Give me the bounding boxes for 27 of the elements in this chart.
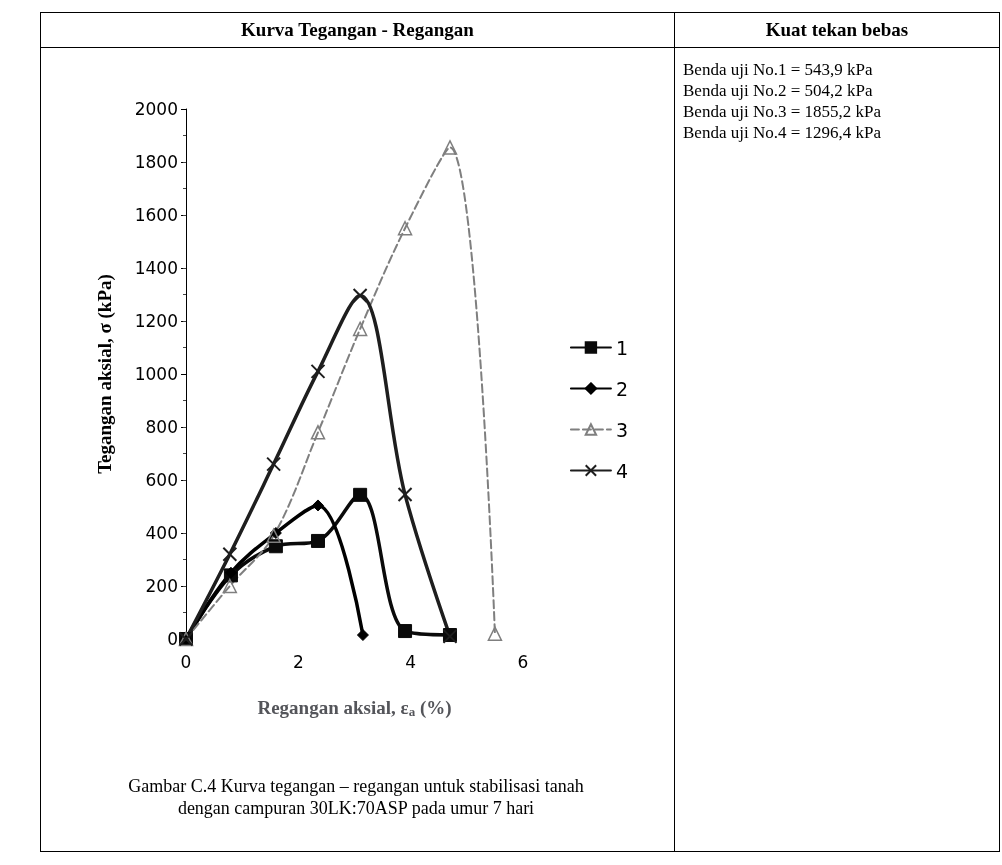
- text: Benda uji No.4 = 1296,4 kPa: [683, 122, 881, 143]
- x-tick-label: 6: [517, 651, 529, 672]
- y-tick-label: 0: [167, 629, 178, 649]
- legend-label: 1: [615, 336, 629, 359]
- text: Kuat tekan bebas: [675, 13, 999, 48]
- y-tick-label: 800: [145, 417, 178, 437]
- legend-label: 2: [615, 377, 629, 400]
- x-tick-label: 2: [292, 651, 304, 672]
- text: Benda uji No.2 = 504,2 kPa: [683, 80, 874, 101]
- text: Benda uji No.1 = 543,9 kPa: [683, 59, 874, 80]
- legend-label: 3: [615, 418, 629, 441]
- y-tick-label: 1200: [134, 311, 178, 331]
- y-tick-label: 1800: [134, 152, 178, 172]
- y-axis-title: Tegangan aksial, σ (kPa): [94, 274, 116, 474]
- chart-title: Kurva Tegangan - Regangan: [41, 13, 675, 48]
- y-tick-label: 400: [145, 523, 178, 543]
- y-tick-label: 200: [145, 576, 178, 596]
- text: Gambar C.4 Kurva tegangan – regangan untuk stabilisasi tanah dengan campuran 30LK:70ASP pada umur 7 hari: [127, 775, 585, 819]
- y-tick-label: 1600: [134, 205, 178, 225]
- text: Benda uji No.3 = 1855,2 kPa: [683, 101, 881, 122]
- y-tick-label: 1000: [134, 364, 178, 384]
- legend-label: 4: [615, 459, 629, 482]
- y-tick-label: 1400: [134, 258, 178, 278]
- y-tick-label: 600: [145, 470, 178, 490]
- y-tick-label: 2000: [134, 99, 178, 119]
- x-tick-label: 0: [180, 651, 192, 672]
- x-tick-label: 4: [405, 651, 417, 672]
